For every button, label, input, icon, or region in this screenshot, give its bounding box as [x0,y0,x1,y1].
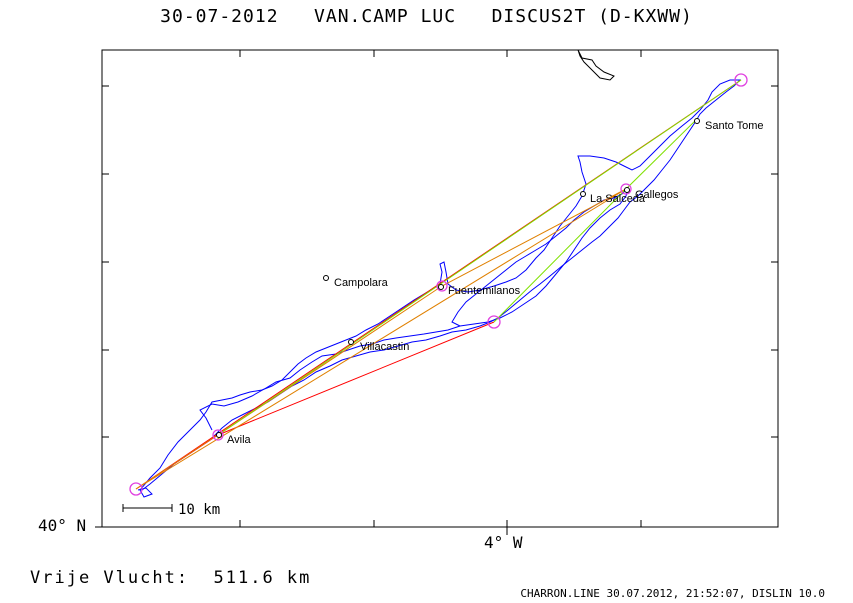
flight-track [137,79,742,498]
place-label-santo-tome: Santo Tome [705,120,764,132]
free-flight-distance: Vrije Vlucht: 511.6 km [30,568,312,588]
turnpoints [129,73,748,496]
alternative-route [217,79,742,436]
map-frame [101,49,779,528]
longitude-label: 4° W [484,533,523,552]
turnpoint-avila [212,429,224,441]
place-label-fuentemilanos: Fuentemilanos [448,285,521,297]
place-dot-fuentemilanos [438,284,444,290]
page-title: 30-07-2012 VAN.CAMP LUC DISCUS2T (D-KXWW… [160,6,693,27]
turnpoint-fuentemilanos [436,280,448,292]
place-markers [216,118,700,438]
turnpoint-start [129,482,143,496]
place-label-villacastin: Villacastin [360,341,409,353]
place-dot-campolara [323,275,329,281]
place-label-campolara: Campolara [334,277,389,289]
scale-bar-label: 10 km [178,502,220,518]
turnpoint-gallegos [620,183,632,195]
place-dot-la-salceda [580,191,586,197]
place-dot-santo-tome [694,118,700,124]
latitude-label: 40° N [38,516,86,535]
turnpoint-south [487,315,501,329]
place-dot-villacastin [348,339,354,345]
place-dot-gallegos [624,187,630,193]
scale-bar [122,504,173,512]
place-label-la-salceda: La Salceda [590,193,646,205]
tick-marks [95,50,778,535]
optimized-route [135,188,627,490]
reservoir-outline [577,49,615,81]
footer-info: CHARRON.LINE 30.07.2012, 21:52:07, DISLI… [520,587,825,600]
turnpoint-ne [734,73,748,87]
place-dot-avila [216,432,222,438]
place-label-gallegos: Gallegos [635,189,679,201]
place-label-avila: Avila [227,434,252,446]
